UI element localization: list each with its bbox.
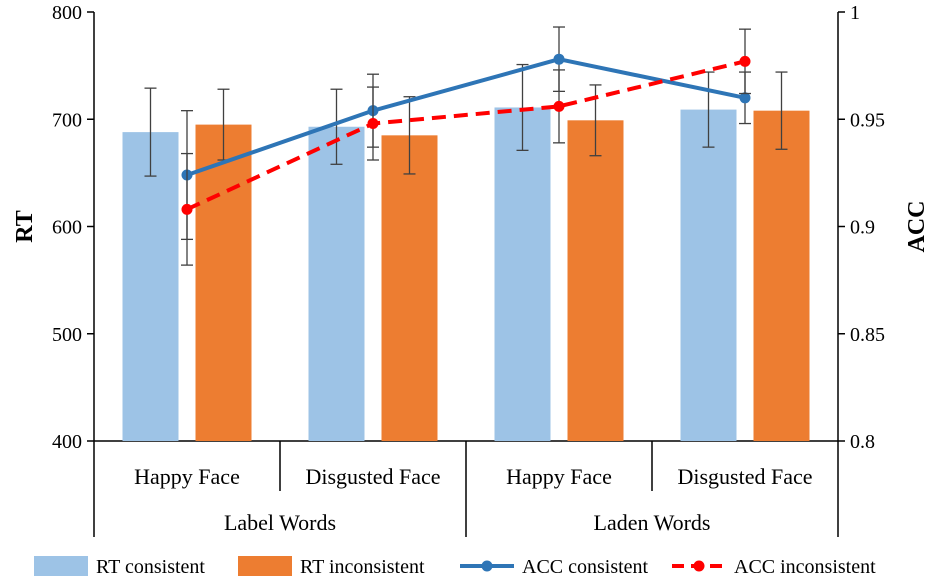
bar <box>195 124 252 442</box>
legend-label: RT inconsistent <box>300 556 425 578</box>
x-category-label: Disgusted Face <box>677 464 812 489</box>
data-point <box>739 92 751 104</box>
legend-label: ACC consistent <box>522 556 649 578</box>
bar <box>494 107 551 441</box>
data-point <box>367 118 379 130</box>
data-point <box>181 203 193 215</box>
legend-marker <box>481 560 493 572</box>
series-line <box>186 57 746 177</box>
data-point <box>739 55 751 67</box>
y-tick-label-right: 1 <box>850 2 860 24</box>
y-tick-label-right: 0.85 <box>850 324 885 346</box>
series-line <box>186 59 746 212</box>
y-tick-label-left: 800 <box>52 2 82 24</box>
y-tick-label-right: 0.8 <box>850 431 875 453</box>
bar <box>308 126 365 441</box>
bar <box>567 120 624 441</box>
x-category-label: Happy Face <box>134 464 240 489</box>
y-tick-label-left: 400 <box>52 431 82 453</box>
legend-label: RT consistent <box>96 556 205 578</box>
legend-swatch <box>34 556 88 576</box>
legend-label: ACC inconsistent <box>734 556 876 578</box>
data-point <box>553 53 565 65</box>
y-axis-title-left: RT <box>12 210 38 243</box>
y-tick-label-left: 500 <box>52 324 82 346</box>
x-group-label: Label Words <box>224 510 336 535</box>
y-tick-label-left: 700 <box>52 109 82 131</box>
x-category-label: Disgusted Face <box>305 464 440 489</box>
y-tick-label-right: 0.9 <box>850 217 875 239</box>
bar <box>381 135 438 441</box>
legend-swatch <box>238 556 292 576</box>
legend-marker <box>693 560 705 572</box>
y-tick-label-left: 600 <box>52 217 82 239</box>
data-point <box>553 100 565 112</box>
bar <box>680 109 737 441</box>
bar <box>753 110 810 442</box>
y-tick-label-right: 0.95 <box>850 109 885 131</box>
y-axis-title-right: ACC <box>904 201 930 253</box>
x-group-label: Laden Words <box>594 510 711 535</box>
bar <box>122 132 179 441</box>
x-category-label: Happy Face <box>506 464 612 489</box>
